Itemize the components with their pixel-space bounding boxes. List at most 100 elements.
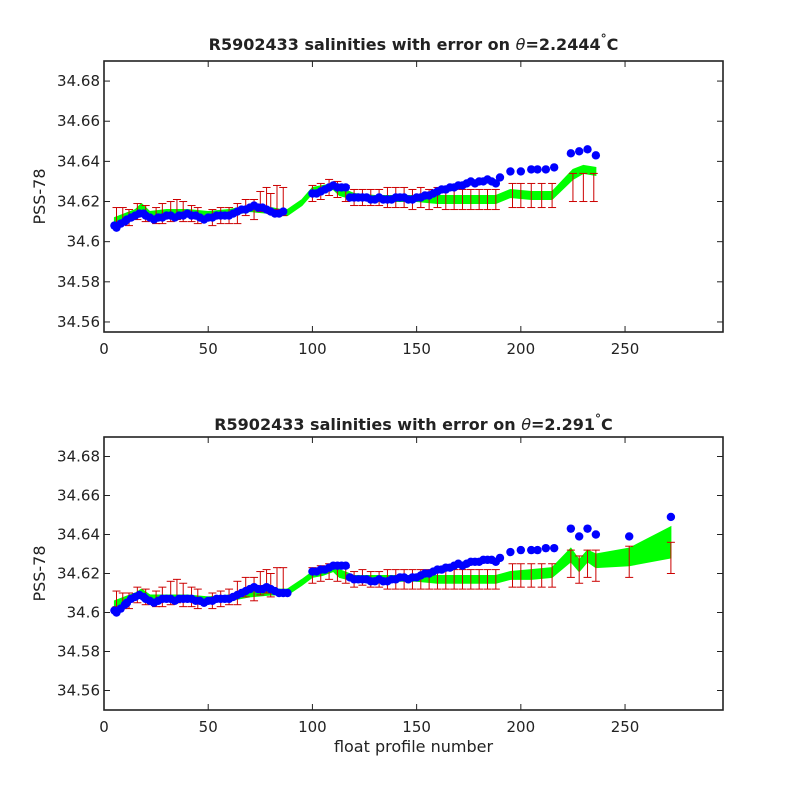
data-point — [566, 149, 576, 158]
chart-title-symbol: θ — [516, 35, 526, 54]
x-tick-label: 100 — [298, 340, 327, 358]
chart-title-unit: C — [601, 415, 613, 434]
error-bar — [516, 563, 525, 588]
x-tick-label: 50 — [199, 718, 218, 736]
chart-title: R5902433 salinities with error on θ=2.29… — [214, 412, 613, 434]
data-point — [591, 530, 601, 539]
chart-title-symbol: θ — [521, 415, 531, 434]
plot-area — [110, 512, 676, 617]
error-bar — [475, 188, 484, 211]
x-tick-label: 100 — [298, 718, 327, 736]
plot-area — [110, 145, 601, 232]
error-bar — [548, 563, 557, 588]
data-point — [666, 512, 676, 522]
x-tick-label: 0 — [99, 340, 109, 358]
error-bar — [466, 188, 475, 211]
error-bar — [575, 555, 584, 584]
chart-title-unit: C — [607, 35, 619, 54]
y-tick-label: 34.58 — [57, 273, 100, 291]
y-tick-label: 34.66 — [57, 487, 100, 505]
error-bar — [666, 541, 675, 574]
error-bar — [583, 549, 592, 578]
y-tick-label: 34.68 — [57, 448, 100, 466]
error-bar — [516, 182, 525, 209]
chart-title-value: =2.2444 — [525, 35, 600, 54]
error-bar — [272, 184, 281, 211]
y-tick-label: 34.68 — [57, 72, 100, 90]
x-tick-label: 200 — [507, 718, 536, 736]
error-bar — [566, 549, 575, 578]
error-bar — [466, 569, 475, 590]
data-point — [574, 532, 584, 541]
y-axis-label: PSS-78 — [30, 168, 49, 224]
error-bar — [625, 545, 634, 578]
data-point — [506, 547, 515, 557]
y-tick-label: 34.64 — [57, 526, 100, 544]
data-point — [341, 561, 350, 570]
y-tick-label: 34.66 — [57, 112, 100, 130]
data-point — [566, 524, 576, 533]
y-tick-label: 34.56 — [57, 313, 100, 331]
error-bar — [508, 563, 517, 588]
axes-frame — [103, 60, 724, 333]
chart-title-prefix: R5902433 salinities with error on — [209, 35, 516, 54]
y-axis-label: PSS-78 — [30, 545, 49, 601]
y-tick-label: 34.6 — [67, 604, 100, 622]
data-point — [495, 553, 505, 563]
chart-top: 0 50 100 150 200 250 34.56 34.58 34.6 34.62 34.64 3… — [30, 32, 724, 358]
error-bar — [537, 563, 546, 588]
error-bar — [579, 172, 588, 203]
error-bar — [589, 172, 598, 203]
data-point — [527, 545, 536, 555]
x-tick-label: 150 — [402, 340, 431, 358]
data-point — [341, 183, 350, 192]
data-point — [516, 167, 526, 176]
chart-bottom: 0 50 100 150 200 250 34.56 34.58 34.6 34.62 34.64 3… — [30, 412, 724, 756]
data-point — [516, 545, 526, 555]
error-bar — [491, 569, 500, 590]
y-tick-label: 34.56 — [57, 682, 100, 700]
chart-title: R5902433 salinities with error on θ=2.24… — [209, 32, 619, 54]
error-bar — [491, 188, 500, 211]
x-tick-label: 50 — [199, 340, 218, 358]
x-tick-label: 0 — [99, 718, 109, 736]
data-point — [279, 207, 288, 216]
data-point — [533, 165, 542, 174]
y-tick-label: 34.64 — [57, 152, 100, 170]
data-point — [541, 165, 551, 174]
data-point — [506, 167, 515, 176]
x-tick-label: 200 — [507, 340, 536, 358]
error-bar — [568, 172, 577, 203]
data-point — [283, 588, 292, 598]
x-tick-label: 150 — [402, 718, 431, 736]
data-point — [541, 543, 551, 553]
y-tick-label: 34.58 — [57, 643, 100, 661]
data-point — [625, 532, 634, 541]
error-bar — [508, 182, 517, 209]
x-axis-label: float profile number — [334, 737, 494, 756]
y-tick-label: 34.6 — [67, 233, 100, 251]
error-bar — [527, 182, 536, 209]
error-bar — [591, 549, 600, 582]
data-point — [583, 145, 592, 154]
data-point — [491, 179, 501, 188]
data-point — [495, 173, 505, 182]
error-bar — [548, 182, 557, 209]
x-tick-label: 250 — [611, 718, 640, 736]
y-tick-label: 34.62 — [57, 193, 100, 211]
chart-title-value: =2.291 — [531, 415, 595, 434]
data-point — [549, 543, 559, 553]
error-bar — [475, 569, 484, 590]
error-bar — [483, 569, 492, 590]
chart-title-prefix: R5902433 salinities with error on — [214, 415, 521, 434]
data-point — [533, 545, 542, 555]
chart-title-degree: ° — [601, 32, 607, 46]
x-tick-label: 250 — [611, 340, 640, 358]
data-point — [527, 165, 536, 174]
chart-title-degree: ° — [595, 412, 601, 426]
data-point — [583, 524, 592, 533]
error-bar — [537, 182, 546, 209]
data-point — [574, 147, 584, 156]
data-point — [549, 163, 559, 172]
